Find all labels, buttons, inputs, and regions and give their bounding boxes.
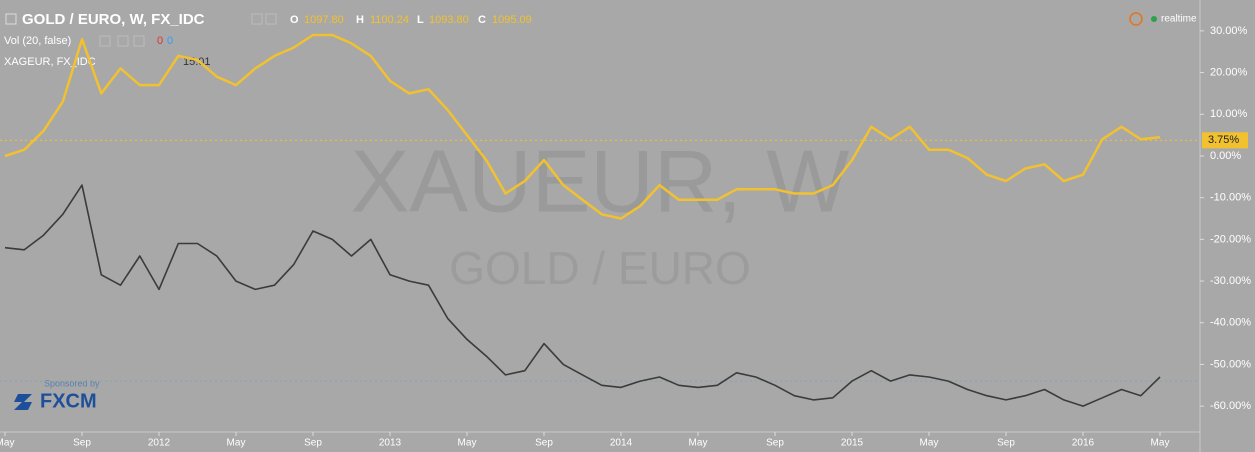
price-label-box bbox=[1202, 132, 1248, 149]
ohlc-label: H bbox=[356, 14, 364, 26]
status-dot bbox=[1151, 16, 1157, 22]
ohlc-label: L bbox=[417, 14, 424, 26]
y-tick-label: -60.00% bbox=[1210, 400, 1251, 412]
x-tick-label: May bbox=[0, 438, 14, 449]
y-tick-label: 20.00% bbox=[1210, 66, 1248, 78]
icon[interactable] bbox=[251, 13, 263, 25]
x-tick-label: 2016 bbox=[1072, 438, 1095, 449]
y-tick-label: -40.00% bbox=[1210, 317, 1251, 329]
ohlc-value: 1100.24 bbox=[370, 14, 409, 26]
y-tick-label: 0.00% bbox=[1210, 150, 1241, 162]
ohlc-label: C bbox=[478, 14, 486, 26]
ohlc-value: 1093.80 bbox=[429, 14, 469, 26]
price-label: 3.75% bbox=[1208, 134, 1239, 146]
x-tick-label: May bbox=[458, 438, 477, 449]
ohlc-value: 1095.09 bbox=[492, 14, 532, 26]
sponsor-name: FXCM bbox=[40, 390, 97, 412]
x-tick-label: Sep bbox=[535, 438, 553, 449]
icon[interactable] bbox=[117, 35, 129, 47]
collapse-icon[interactable] bbox=[5, 13, 17, 25]
x-tick-label: May bbox=[227, 438, 246, 449]
x-tick-label: May bbox=[1151, 438, 1170, 449]
volume-label: Vol (20, false) bbox=[4, 35, 71, 47]
y-tick-label: -20.00% bbox=[1210, 233, 1251, 245]
icon[interactable] bbox=[265, 13, 277, 25]
series-line bbox=[4, 184, 1161, 407]
plot: 30.00% 20.00% 10.00% 0.00% -10.00% -20.00% -30… bbox=[0, 25, 1251, 449]
status: realtime bbox=[1161, 14, 1197, 25]
x-tick-label: Sep bbox=[304, 438, 322, 449]
icon[interactable] bbox=[133, 35, 145, 47]
y-tick-label: 10.00% bbox=[1210, 108, 1248, 120]
x-tick-label: 2014 bbox=[610, 438, 633, 449]
watermark-subtitle: GOLD / EURO bbox=[449, 242, 751, 294]
volume-value: 0 bbox=[157, 35, 163, 47]
compare-label: XAGEUR, FX_IDC bbox=[4, 56, 96, 68]
series-title: GOLD / EURO, W, FX_IDC bbox=[22, 11, 205, 28]
volume-value: 0 bbox=[167, 35, 173, 47]
status-icon[interactable] bbox=[1129, 12, 1143, 26]
x-tick-label: 2015 bbox=[841, 438, 864, 449]
ohlc-label: O bbox=[290, 14, 299, 26]
y-tick-label: -50.00% bbox=[1210, 358, 1251, 370]
watermark: XAUEUR, W bbox=[351, 131, 850, 230]
y-tick-label: 30.00% bbox=[1210, 25, 1248, 37]
x-tick-label: May bbox=[689, 438, 708, 449]
x-tick-label: 2012 bbox=[148, 438, 171, 449]
x-tick-label: Sep bbox=[73, 438, 91, 449]
sponsor-logo bbox=[14, 394, 32, 410]
series-line bbox=[4, 33, 1161, 220]
x-tick-label: Sep bbox=[766, 438, 784, 449]
sponsor-label: Sponsored by bbox=[44, 378, 100, 388]
ohlc-value: 1097.80 bbox=[304, 14, 344, 26]
y-tick-label: -10.00% bbox=[1210, 192, 1251, 204]
x-tick-label: Sep bbox=[997, 438, 1015, 449]
y-tick-label: -30.00% bbox=[1210, 275, 1251, 287]
x-tick-label: May bbox=[920, 438, 939, 449]
icon[interactable] bbox=[99, 35, 111, 47]
x-tick-label: 2013 bbox=[379, 438, 402, 449]
